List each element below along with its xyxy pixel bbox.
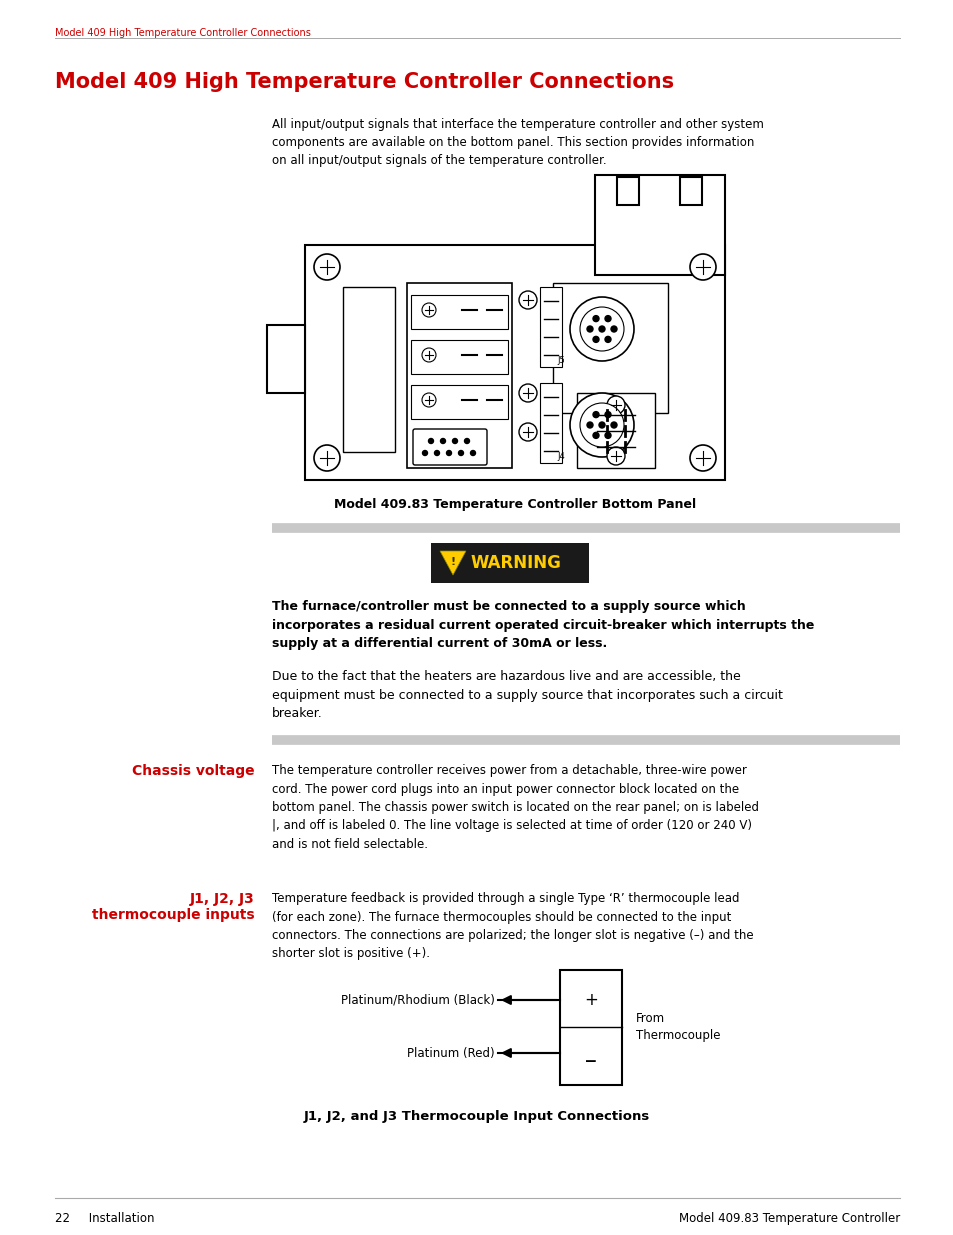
Text: All input/output signals that interface the temperature controller and other sys: All input/output signals that interface …: [272, 119, 763, 167]
Bar: [679, 177, 701, 205]
Text: !: !: [450, 557, 456, 567]
Bar: [595, 175, 724, 275]
Circle shape: [518, 384, 537, 403]
Circle shape: [421, 303, 436, 317]
Circle shape: [606, 396, 624, 414]
Bar: [411, 295, 507, 329]
Circle shape: [464, 438, 469, 443]
Text: +: +: [583, 990, 598, 1009]
Text: _: _: [585, 1044, 596, 1062]
Circle shape: [604, 432, 610, 438]
Circle shape: [689, 445, 716, 471]
Text: Model 409.83 Temperature Controller: Model 409.83 Temperature Controller: [678, 1212, 899, 1225]
FancyBboxPatch shape: [413, 429, 486, 466]
Circle shape: [569, 393, 634, 457]
Bar: [539, 287, 561, 367]
Circle shape: [314, 254, 339, 280]
Circle shape: [421, 348, 436, 362]
Circle shape: [610, 326, 617, 332]
Circle shape: [598, 422, 604, 429]
Text: J1, J2, J3
thermocouple inputs: J1, J2, J3 thermocouple inputs: [92, 892, 254, 923]
Circle shape: [606, 447, 624, 466]
Circle shape: [610, 422, 617, 429]
Text: J1, J2, and J3 Thermocouple Input Connections: J1, J2, and J3 Thermocouple Input Connec…: [304, 1110, 649, 1123]
Circle shape: [604, 316, 610, 321]
Circle shape: [440, 438, 445, 443]
Circle shape: [586, 326, 593, 332]
Circle shape: [446, 451, 451, 456]
Bar: [577, 393, 655, 468]
Polygon shape: [439, 551, 465, 576]
Circle shape: [593, 432, 598, 438]
Text: Due to the fact that the heaters are hazardous live and are accessible, the
equi: Due to the fact that the heaters are haz…: [272, 671, 782, 720]
Circle shape: [689, 254, 716, 280]
Circle shape: [518, 291, 537, 309]
Text: The temperature controller receives power from a detachable, three-wire power
co: The temperature controller receives powe…: [272, 764, 759, 851]
Circle shape: [593, 316, 598, 321]
Text: 22     Installation: 22 Installation: [55, 1212, 154, 1225]
Circle shape: [586, 422, 593, 429]
Circle shape: [421, 393, 436, 408]
Bar: [305, 245, 724, 480]
Circle shape: [598, 326, 604, 332]
Circle shape: [518, 424, 537, 441]
Circle shape: [593, 411, 598, 417]
Circle shape: [604, 336, 610, 342]
Circle shape: [422, 451, 427, 456]
FancyBboxPatch shape: [431, 543, 588, 583]
Text: Platinum (Red): Platinum (Red): [407, 1046, 495, 1060]
Bar: [407, 283, 512, 468]
Circle shape: [593, 336, 598, 342]
Circle shape: [434, 451, 439, 456]
Text: From
Thermocouple: From Thermocouple: [636, 1011, 720, 1042]
Text: J5: J5: [557, 356, 564, 366]
Circle shape: [470, 451, 475, 456]
Bar: [559, 969, 621, 1086]
Text: Model 409.83 Temperature Controller Bottom Panel: Model 409.83 Temperature Controller Bott…: [334, 498, 696, 511]
Bar: [617, 177, 639, 205]
Bar: [411, 385, 507, 419]
Text: Platinum/Rhodium (Black): Platinum/Rhodium (Black): [341, 993, 495, 1007]
Circle shape: [569, 296, 634, 361]
Bar: [411, 340, 507, 374]
Text: Model 409 High Temperature Controller Connections: Model 409 High Temperature Controller Co…: [55, 28, 311, 38]
Bar: [553, 283, 667, 412]
Circle shape: [428, 438, 433, 443]
Bar: [267, 325, 305, 393]
Bar: [343, 287, 395, 452]
Text: Chassis voltage: Chassis voltage: [132, 764, 254, 778]
Circle shape: [579, 403, 623, 447]
Text: WARNING: WARNING: [471, 555, 561, 572]
Circle shape: [579, 308, 623, 351]
Text: The furnace/controller must be connected to a supply source which
incorporates a: The furnace/controller must be connected…: [272, 600, 814, 650]
Bar: [539, 383, 561, 463]
Text: J4: J4: [557, 452, 564, 461]
Circle shape: [458, 451, 463, 456]
Circle shape: [604, 411, 610, 417]
Circle shape: [314, 445, 339, 471]
Circle shape: [452, 438, 457, 443]
Text: Model 409 High Temperature Controller Connections: Model 409 High Temperature Controller Co…: [55, 72, 674, 91]
Text: Temperature feedback is provided through a single Type ‘R’ thermocouple lead
(fo: Temperature feedback is provided through…: [272, 892, 753, 961]
